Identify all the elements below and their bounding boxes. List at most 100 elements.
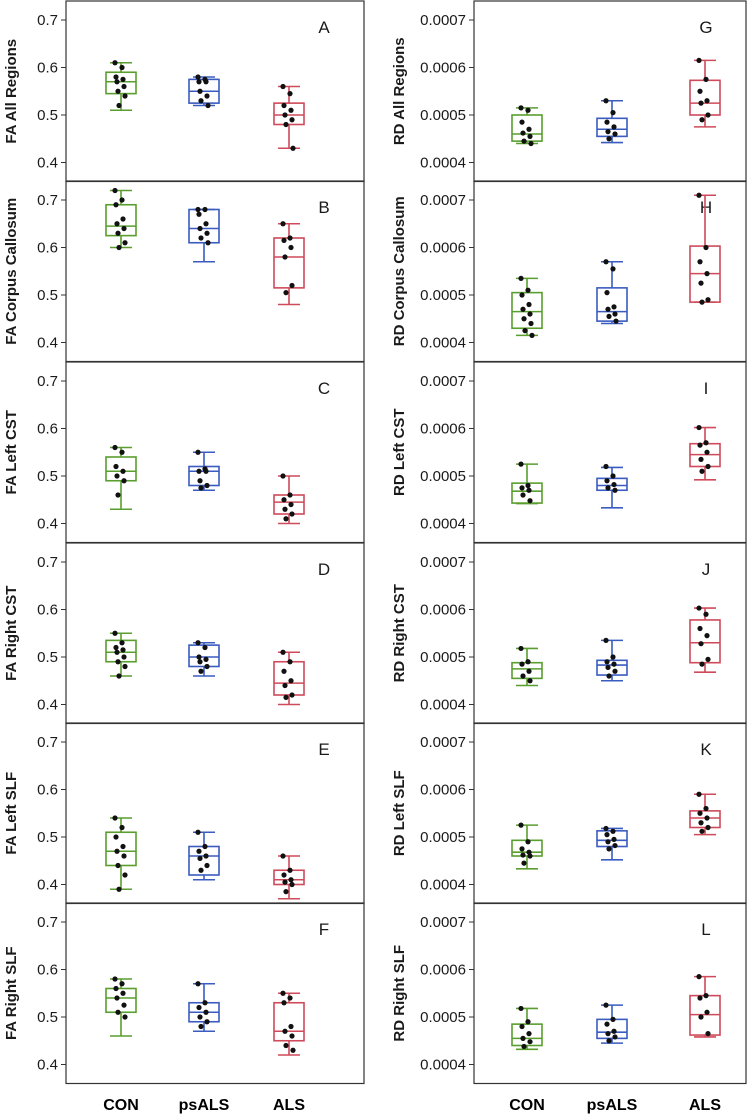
data-point (121, 1002, 127, 1008)
y-tick-label: 0.0006 (420, 602, 466, 619)
data-point (195, 74, 201, 80)
data-point (281, 237, 287, 243)
data-point (112, 187, 118, 194)
box-ALS (273, 83, 305, 151)
y-tick-label: 0.4 (37, 155, 58, 172)
panel-J: 0.0004 0.0005 0.0006 0.0007 RD Right CST J (391, 542, 747, 725)
data-point (697, 442, 703, 448)
data-point (119, 981, 125, 987)
data-point (289, 692, 295, 698)
y-tick-label: 0.5 (37, 287, 58, 304)
y-tick-label: 0.0006 (420, 782, 466, 799)
iqr-box (105, 831, 137, 867)
box-CON (105, 444, 137, 511)
data-point (112, 976, 118, 982)
data-point (519, 119, 525, 125)
y-tick-label: 0.0005 (420, 1009, 466, 1026)
panel-letter: I (704, 379, 709, 398)
data-point (204, 482, 210, 489)
data-point (120, 843, 126, 850)
x-category-label: ALS (273, 1097, 305, 1114)
data-point (604, 1021, 610, 1027)
y-axis-label: RD Right SLF (391, 945, 408, 1042)
data-point (195, 449, 201, 455)
iqr-box (273, 660, 305, 696)
data-point (280, 473, 286, 479)
data-point (281, 1000, 287, 1006)
data-point (697, 625, 703, 632)
data-point (612, 311, 618, 317)
data-point (527, 1039, 533, 1045)
data-point (705, 656, 711, 662)
data-point (116, 102, 122, 109)
y-tick-label: 0.0007 (420, 734, 466, 751)
box-psALS (188, 829, 220, 881)
box-psALS (188, 74, 220, 109)
y-tick-label: 0.5 (37, 1009, 58, 1026)
data-point (113, 463, 119, 470)
data-point (112, 630, 118, 636)
data-point (122, 93, 128, 99)
data-point (518, 461, 524, 467)
box-psALS (596, 1002, 628, 1044)
box-CON (511, 275, 543, 338)
box-psALS (188, 206, 220, 263)
data-point (527, 678, 533, 684)
iqr-box (188, 845, 220, 876)
y-tick-label: 0.5 (37, 829, 58, 846)
data-point (287, 492, 293, 498)
box-CON (105, 815, 137, 892)
data-point (518, 822, 524, 828)
y-tick-label: 0.7 (37, 914, 58, 931)
data-point (525, 1019, 531, 1025)
data-point (699, 468, 705, 474)
data-point (611, 1028, 617, 1034)
data-point (696, 192, 702, 198)
data-point (703, 993, 709, 999)
data-point (121, 853, 127, 859)
data-point (281, 497, 287, 503)
data-point (198, 668, 204, 674)
data-point (114, 79, 120, 85)
data-point (288, 107, 294, 113)
data-point (280, 83, 286, 90)
data-point (283, 290, 289, 296)
y-tick-label: 0.0004 (420, 516, 466, 533)
panel-letter: E (318, 740, 329, 759)
box-ALS (273, 990, 305, 1056)
data-point (605, 485, 611, 491)
data-point (196, 79, 202, 85)
data-point (696, 791, 702, 797)
data-point (610, 110, 616, 116)
data-point (528, 320, 534, 327)
iqr-box (273, 1001, 305, 1042)
data-point (704, 1009, 710, 1015)
data-point (113, 202, 119, 208)
iqr-box (511, 291, 543, 330)
data-point (281, 668, 287, 674)
data-point (518, 105, 524, 111)
data-point (283, 516, 289, 522)
data-point (197, 88, 203, 94)
panel-H: 0.0004 0.0005 0.0006 0.0007 RD Corpus Callos… (391, 180, 747, 363)
box-psALS (596, 637, 628, 682)
data-point (119, 64, 125, 71)
data-point (119, 640, 125, 646)
y-tick-label: 0.0004 (420, 877, 466, 894)
data-point (606, 846, 612, 852)
data-point (604, 478, 610, 484)
y-tick-label: 0.6 (37, 782, 58, 799)
data-point (283, 1042, 289, 1049)
data-point (520, 673, 526, 679)
box-CON (511, 105, 543, 147)
y-tick-label: 0.4 (37, 877, 58, 894)
y-axis-label: RD Corpus Callosum (391, 196, 408, 346)
data-point (704, 271, 710, 277)
data-point (287, 235, 293, 241)
y-tick-label: 0.4 (37, 516, 58, 533)
data-point (204, 862, 210, 869)
data-point (121, 225, 127, 232)
data-point (703, 805, 709, 812)
data-point (703, 440, 709, 446)
iqr-box (596, 659, 628, 676)
